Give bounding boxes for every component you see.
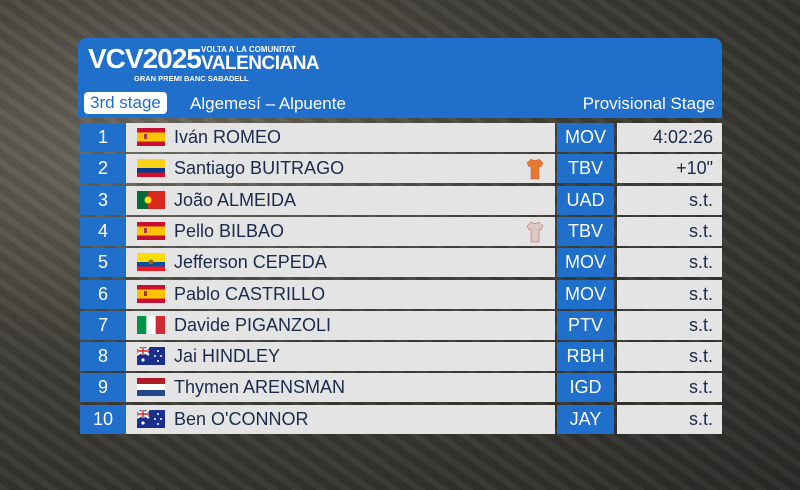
rider-name: Davide PIGANZOLI (174, 314, 332, 335)
rider-name: Santiago BUITRAGO (174, 158, 345, 179)
result-row: 6 Pablo CASTRILLO MOV s.t. (80, 279, 722, 309)
time-cell: s.t. (617, 373, 722, 403)
time: +10" (676, 158, 713, 179)
time: s.t. (688, 252, 713, 273)
team: IGD (557, 373, 614, 403)
time: s.t. (688, 283, 713, 304)
jersey-icon (526, 158, 544, 180)
rider-name: Jai HINDLEY (174, 346, 281, 367)
time: s.t. (688, 189, 713, 210)
time: 4:02:26 (652, 127, 713, 147)
rank: 7 (80, 310, 126, 340)
team: MOV (557, 123, 614, 152)
rank: 1 (80, 123, 126, 152)
rider-name: Pello BILBAO (174, 220, 285, 241)
time-cell: +10" (617, 154, 722, 184)
time-cell: s.t. (617, 310, 722, 340)
result-row: 4 Pello BILBAO TBV s.t. (80, 216, 722, 246)
rider-cell: Santiago BUITRAGO (126, 154, 555, 184)
stage-badge: 3rd stage (84, 92, 167, 114)
result-row: 2 Santiago BUITRAGO TBV +10" (80, 154, 722, 184)
status: Provisional Stage (582, 94, 715, 113)
logo-name: VALENCIANA (201, 53, 320, 74)
flag (137, 221, 165, 240)
rider-name: João ALMEIDA (174, 189, 297, 210)
time: s.t. (688, 314, 713, 335)
team: TBV (557, 154, 614, 184)
result-row: 7 Davide PIGANZOLI PTV s.t. (80, 310, 722, 340)
rider-cell: Jefferson CEPEDA (126, 248, 555, 278)
rank: 8 (80, 342, 126, 372)
rider-cell: Iván ROMEO (126, 123, 555, 152)
jersey-icon (526, 221, 544, 243)
result-row: 1 Iván ROMEO MOV 4:02:26 (80, 123, 722, 152)
rider-name: Thymen ARENSMAN (174, 377, 346, 398)
time: s.t. (688, 408, 713, 429)
rider-name: Pablo CASTRILLO (174, 283, 326, 304)
rider-cell: Jai HINDLEY (126, 342, 555, 372)
team: MOV (557, 279, 614, 309)
rank: 10 (80, 404, 126, 434)
flag (137, 190, 165, 209)
flag (137, 253, 165, 272)
result-row: 9 Thymen ARENSMAN IGD s.t. (80, 373, 722, 403)
rank: 3 (80, 185, 126, 215)
team: PTV (557, 310, 614, 340)
team: JAY (557, 404, 614, 434)
logo-sub: GRAN PREMI BANC SABADELL (134, 74, 249, 83)
route: Algemesí – Alpuente (190, 94, 346, 113)
rider-cell: João ALMEIDA (126, 185, 555, 215)
result-row: 3 João ALMEIDA UAD s.t. (80, 185, 722, 215)
time-cell: s.t. (617, 342, 722, 372)
team: UAD (557, 185, 614, 215)
time-cell: 4:02:26 (617, 123, 722, 152)
time-cell: s.t. (617, 248, 722, 278)
rank: 6 (80, 279, 126, 309)
rider-cell: Pello BILBAO (126, 216, 555, 246)
flag (137, 128, 165, 146)
team: TBV (557, 216, 614, 246)
rider-cell: Ben O'CONNOR (126, 404, 555, 434)
rider-name: Ben O'CONNOR (174, 408, 309, 429)
rider-cell: Thymen ARENSMAN (126, 373, 555, 403)
rank: 5 (80, 248, 126, 278)
time-cell: s.t. (617, 279, 722, 309)
logo: VCV2025 (88, 43, 202, 74)
result-row: 10 Ben O'CONNOR JAY s.t. (80, 404, 722, 434)
time: s.t. (688, 346, 713, 367)
flag (137, 315, 165, 334)
time: s.t. (688, 220, 713, 241)
flag (137, 409, 165, 428)
rider-name: Jefferson CEPEDA (174, 252, 327, 273)
flag (137, 378, 165, 397)
rank: 9 (80, 373, 126, 403)
flag (137, 347, 165, 366)
rider-cell: Pablo CASTRILLO (126, 279, 555, 309)
time-cell: s.t. (617, 216, 722, 246)
team: MOV (557, 248, 614, 278)
header: VCV2025 VOLTA A LA COMUNITAT VALENCIANA … (78, 38, 722, 118)
logo-top: VOLTA A LA COMUNITAT (201, 45, 296, 54)
flag (137, 284, 165, 303)
rider-name: Iván ROMEO (174, 127, 282, 147)
results-panel: VCV2025 VOLTA A LA COMUNITAT VALENCIANA … (78, 38, 722, 436)
time-cell: s.t. (617, 404, 722, 434)
rider-cell: Davide PIGANZOLI (126, 310, 555, 340)
rank: 4 (80, 216, 126, 246)
rank: 2 (80, 154, 126, 184)
time: s.t. (688, 377, 713, 398)
time-cell: s.t. (617, 185, 722, 215)
flag (137, 159, 165, 178)
result-row: 8 Jai HINDLEY RBH s.t. (80, 342, 722, 372)
team: RBH (557, 342, 614, 372)
result-row: 5 Jefferson CEPEDA MOV s.t. (80, 248, 722, 278)
